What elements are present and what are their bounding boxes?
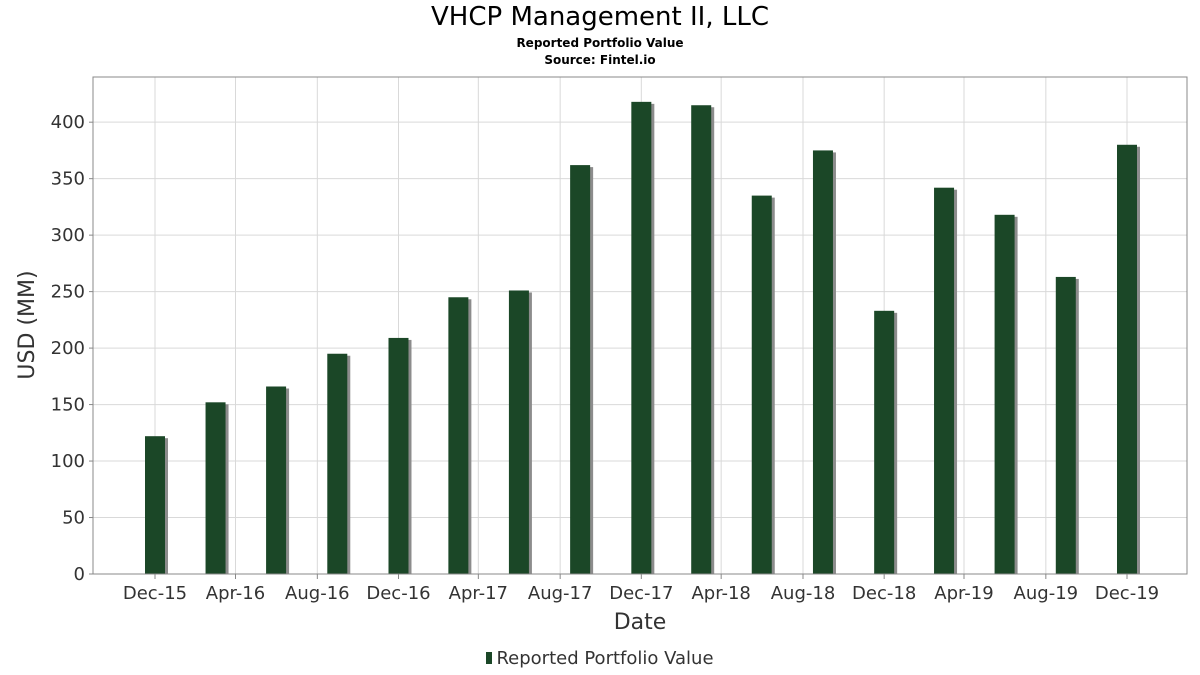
bar — [205, 402, 226, 574]
bar — [1055, 276, 1076, 574]
chart-title: VHCP Management II, LLC — [431, 2, 769, 32]
bar — [388, 337, 409, 574]
bar — [1117, 144, 1137, 575]
chart-source: Source: Fintel.io — [544, 53, 656, 67]
y-tick-label: 150 — [51, 395, 85, 416]
bar — [327, 353, 348, 574]
bar — [508, 290, 529, 574]
x-tick-label: Dec-17 — [609, 583, 673, 604]
x-tick-label: Apr-18 — [691, 583, 750, 604]
y-tick-label: 50 — [62, 508, 85, 529]
bar — [266, 386, 287, 574]
legend-swatch — [486, 652, 493, 664]
y-tick-label: 0 — [74, 564, 85, 585]
y-tick-label: 100 — [51, 451, 85, 472]
x-tick-label: Aug-17 — [528, 583, 593, 604]
bar — [874, 310, 895, 574]
x-axis-label: Date — [614, 610, 667, 635]
x-tick-label: Dec-18 — [852, 583, 916, 604]
x-tick-label: Dec-19 — [1095, 583, 1159, 604]
bar — [448, 297, 469, 574]
bar — [691, 105, 712, 574]
y-tick-label: 300 — [51, 225, 85, 246]
x-tick-label: Aug-19 — [1014, 583, 1079, 604]
legend: Reported Portfolio Value — [0, 648, 1200, 669]
plot-border — [92, 76, 1188, 575]
bar — [934, 187, 955, 575]
legend-label: Reported Portfolio Value — [496, 648, 714, 669]
bars — [145, 101, 1140, 575]
axes: 0 50 100 150 200 250 300 350 400 Dec-15 Apr-16 Aug-… — [51, 112, 1159, 604]
x-tick-label: Aug-16 — [285, 583, 350, 604]
bar — [994, 214, 1015, 574]
y-tick-label: 200 — [51, 338, 85, 359]
x-tick-label: Dec-16 — [366, 583, 430, 604]
x-tick-label: Apr-19 — [934, 583, 993, 604]
y-axis-label: USD (MM) — [15, 270, 40, 379]
bar — [145, 436, 165, 574]
bar — [751, 195, 772, 574]
chart-subtitle: Reported Portfolio Value — [516, 36, 684, 50]
x-tick-label: Dec-15 — [123, 583, 187, 604]
x-tick-label: Apr-16 — [206, 583, 265, 604]
bar — [812, 150, 833, 574]
x-tick-label: Aug-18 — [771, 583, 836, 604]
y-tick-label: 250 — [51, 282, 85, 303]
x-tick-label: Apr-17 — [449, 583, 508, 604]
bar — [570, 165, 591, 574]
y-tick-label: 350 — [51, 169, 85, 190]
bar — [631, 101, 652, 574]
y-tick-label: 400 — [51, 112, 85, 133]
